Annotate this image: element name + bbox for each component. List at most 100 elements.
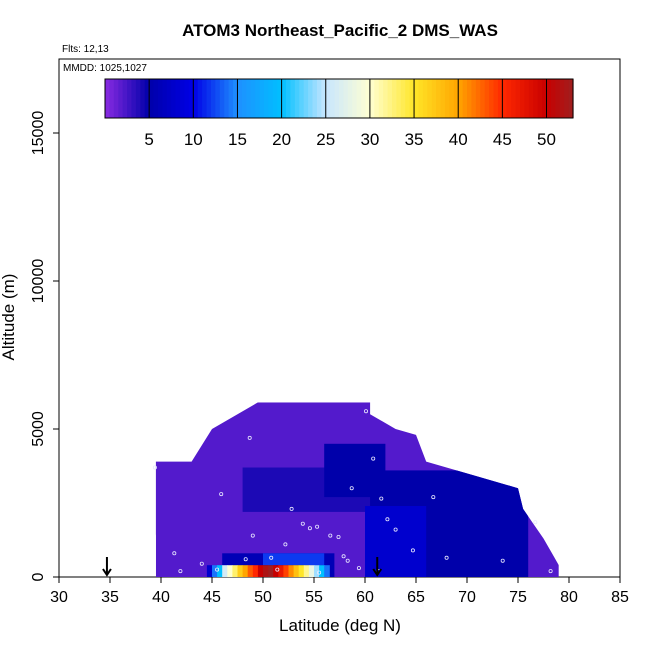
colorbar-segment <box>559 79 565 118</box>
sample-point <box>431 495 436 500</box>
sample-point <box>300 521 305 526</box>
sample-point <box>219 492 224 497</box>
colorbar-segment <box>369 79 375 118</box>
colorbar-segment <box>431 79 437 118</box>
colorbar-segment <box>453 79 459 118</box>
sample-point <box>307 526 312 531</box>
colorbar-tick-label: 50 <box>537 130 556 149</box>
colorbar-segment <box>215 79 221 118</box>
colorbar-segment <box>550 79 556 118</box>
colorbar-segment <box>343 79 349 118</box>
surface-cell <box>237 565 244 577</box>
colorbar-segment <box>449 79 455 118</box>
colorbar-segment <box>334 79 340 118</box>
sample-point <box>533 520 538 525</box>
colorbar-tick-label: 35 <box>405 130 424 149</box>
colorbar-segment <box>422 79 428 118</box>
colorbar-segment <box>489 79 495 118</box>
colorbar-segment <box>564 79 570 118</box>
colorbar-segment <box>206 79 212 118</box>
colorbar-tick-label: 15 <box>228 130 247 149</box>
x-tick-label: 80 <box>560 589 578 606</box>
sample-point <box>250 533 255 538</box>
colorbar-segment <box>202 79 208 118</box>
sample-point <box>336 535 341 540</box>
colorbar-segment <box>440 79 446 118</box>
colorbar-segment <box>537 79 543 118</box>
x-tick-label: 85 <box>611 589 629 606</box>
colorbar-tick-label: 20 <box>272 130 291 149</box>
colorbar-segment <box>436 79 442 118</box>
colorbar-segment <box>109 79 115 118</box>
colorbar-segment <box>409 79 415 118</box>
colorbar-segment <box>387 79 393 118</box>
surface-cell <box>247 565 254 577</box>
colorbar-segment <box>224 79 230 118</box>
colorbar-segment <box>290 79 296 118</box>
sample-point <box>275 567 280 572</box>
sample-point <box>379 496 384 501</box>
colorbar-segment <box>263 79 269 118</box>
colorbar-segment <box>188 79 194 118</box>
sample-points <box>152 409 553 575</box>
colorbar-segment <box>303 79 309 118</box>
sample-point <box>243 557 248 562</box>
surface-cell <box>232 565 238 577</box>
colorbar-segment <box>427 79 433 118</box>
surface-cell <box>222 565 228 577</box>
sample-point <box>315 524 320 529</box>
surface-cell <box>324 565 330 577</box>
colorbar-segment <box>118 79 124 118</box>
surface-cell <box>288 565 295 577</box>
colorbar-segment <box>502 79 508 118</box>
colorbar-segment <box>219 79 225 118</box>
colorbar-segment <box>418 79 424 118</box>
colorbar-segment <box>444 79 450 118</box>
colorbar-segment <box>533 79 539 118</box>
colorbar-segment <box>374 79 380 118</box>
colorbar-segment <box>157 79 163 118</box>
x-tick-label: 75 <box>509 589 527 606</box>
dates-label: MMDD: 1025,1027 <box>63 63 147 74</box>
sample-point <box>289 506 294 511</box>
colorbar-segment <box>193 79 199 118</box>
surface-cell <box>303 565 310 577</box>
colorbar-tick-label: 30 <box>360 130 379 149</box>
colorbar-tick-label: 5 <box>144 130 153 149</box>
surface-cell <box>217 565 223 577</box>
curtain-cell <box>365 506 427 577</box>
colorbar-segment <box>122 79 128 118</box>
colorbar-segment <box>153 79 159 118</box>
surface-cell <box>206 565 213 577</box>
colorbar-segment <box>294 79 300 118</box>
colorbar-segment <box>259 79 265 118</box>
colorbar-segment <box>471 79 477 118</box>
surface-cell <box>298 565 305 577</box>
surface-cell <box>283 565 289 577</box>
profile-arrowhead <box>372 568 383 577</box>
curtain-cell <box>263 553 325 566</box>
sample-point <box>341 554 346 559</box>
colorbar-segment <box>171 79 177 118</box>
colorbar-segment <box>396 79 402 118</box>
x-axis: 30 35 40 45 50 55 60 65 70 75 80 85 <box>50 577 629 606</box>
colorbar-segment <box>149 79 155 118</box>
colorbar-segment <box>462 79 468 118</box>
colorbar-segment <box>162 79 168 118</box>
colorbar-segment <box>166 79 172 118</box>
surface-cell <box>212 565 218 577</box>
x-tick-label: 65 <box>407 589 425 606</box>
colorbar-segment <box>458 79 464 118</box>
x-tick-label: 45 <box>203 589 221 606</box>
y-tick-label: 10000 <box>30 259 47 304</box>
sample-point <box>317 570 322 575</box>
colorbar-segment <box>210 79 216 118</box>
surface-cell <box>257 565 264 577</box>
colorbar-segment <box>312 79 318 118</box>
colorbar-segment <box>383 79 389 118</box>
colorbar-segment <box>175 79 181 118</box>
colorbar-segment <box>144 79 150 118</box>
sample-point <box>548 569 553 574</box>
colorbar-segment <box>330 79 336 118</box>
